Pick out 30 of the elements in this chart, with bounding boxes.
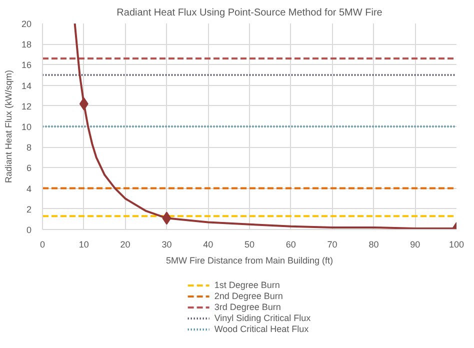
x-tick-label: 30 [162, 240, 172, 250]
x-tick-label: 20 [120, 240, 130, 250]
x-tick-label: 0 [40, 240, 46, 250]
y-tick-label: 14 [21, 80, 32, 91]
x-tick-label: 60 [286, 240, 296, 250]
legend-label: 3rd Degree Burn [214, 302, 281, 312]
y-tick-label: 20 [21, 19, 32, 29]
x-tick-label: 70 [327, 240, 338, 250]
x-axis-title: 5MW Fire Distance from Main Building (ft) [166, 256, 334, 266]
x-tick-label: 80 [368, 240, 379, 250]
y-tick-label: 16 [21, 60, 32, 70]
x-tick-label: 90 [410, 240, 420, 250]
x-tick-label: 50 [244, 240, 255, 250]
legend-label: Wood Critical Heat Flux [214, 324, 309, 334]
chart-title: Radiant Heat Flux Using Point-Source Method for 5MW Fire [116, 8, 383, 18]
legend-label: 1st Degree Burn [214, 280, 280, 290]
y-tick-label: 10 [21, 122, 32, 132]
legend-label: 2nd Degree Burn [214, 290, 283, 300]
x-tick-label: 40 [203, 240, 214, 250]
legend-label: Vinyl Siding Critical Flux [214, 312, 311, 322]
y-tick-label: 2 [26, 204, 32, 214]
y-tick-label: 0 [26, 225, 32, 235]
x-tick-label: 10 [78, 240, 89, 250]
y-tick-label: 18 [21, 40, 32, 50]
y-tick-label: 4 [26, 184, 32, 194]
y-tick-label: 8 [26, 142, 32, 153]
y-tick-label: 12 [21, 101, 32, 112]
y-tick-label: 6 [26, 163, 32, 174]
x-tick-label: 100 [448, 240, 464, 250]
y-axis-title: Radiant Heat Flux (kW/sqm) [3, 70, 14, 184]
